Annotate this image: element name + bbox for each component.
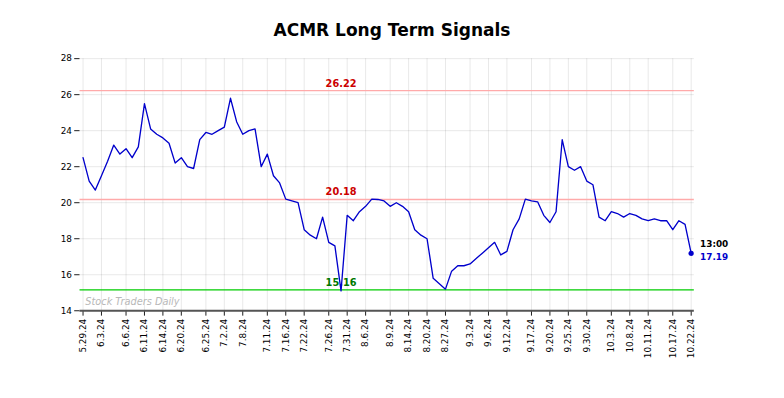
svg-text:Stock Traders Daily: Stock Traders Daily [85,296,180,307]
svg-text:9.6.24: 9.6.24 [483,318,493,347]
svg-text:6.14.24: 6.14.24 [158,318,168,352]
svg-text:7.22.24: 7.22.24 [299,318,309,352]
svg-text:22: 22 [61,162,72,172]
svg-text:10.17.24: 10.17.24 [668,318,678,358]
svg-text:28: 28 [61,53,73,63]
svg-text:9.3.24: 9.3.24 [465,318,475,347]
svg-text:6.25.24: 6.25.24 [201,318,211,352]
svg-text:8.14.24: 8.14.24 [403,318,413,352]
svg-text:8.9.24: 8.9.24 [385,318,395,347]
svg-text:20.18: 20.18 [326,186,357,197]
svg-text:7.16.24: 7.16.24 [281,318,291,352]
svg-text:6.3.24: 6.3.24 [96,318,106,347]
svg-text:18: 18 [61,234,73,244]
svg-text:7.8.24: 7.8.24 [238,318,248,347]
svg-text:10.22.24: 10.22.24 [686,318,696,358]
svg-text:7.31.24: 7.31.24 [342,318,352,352]
svg-text:9.30.24: 9.30.24 [582,318,592,352]
svg-text:6.11.24: 6.11.24 [139,318,149,352]
svg-text:7.26.24: 7.26.24 [324,318,334,352]
svg-text:26: 26 [61,90,73,100]
svg-text:6.20.24: 6.20.24 [176,318,186,352]
svg-text:17.19: 17.19 [700,252,728,262]
svg-text:13:00: 13:00 [700,239,728,249]
svg-text:16: 16 [61,270,73,280]
svg-text:9.12.24: 9.12.24 [502,318,512,352]
svg-text:7.2.24: 7.2.24 [219,318,229,347]
svg-text:8.27.24: 8.27.24 [440,318,450,352]
svg-text:10.8.24: 10.8.24 [625,318,635,352]
svg-text:9.25.24: 9.25.24 [563,318,573,352]
svg-text:26.22: 26.22 [326,78,357,89]
svg-text:5.29.24: 5.29.24 [78,318,88,352]
svg-text:8.20.24: 8.20.24 [422,318,432,352]
svg-text:8.6.24: 8.6.24 [360,318,370,347]
svg-text:10.11.24: 10.11.24 [643,318,653,358]
svg-text:15.16: 15.16 [325,276,357,288]
svg-text:7.11.24: 7.11.24 [262,318,272,352]
svg-text:20: 20 [61,198,73,208]
svg-text:9.17.24: 9.17.24 [526,318,536,352]
svg-text:6.6.24: 6.6.24 [121,318,131,347]
svg-text:14: 14 [61,306,73,316]
html-text:ACMR Long Term Signals: ACMR Long Term Signals [273,20,511,40]
svg-text:9.20.24: 9.20.24 [545,318,555,352]
svg-text:24: 24 [61,126,73,136]
svg-text:10.3.24: 10.3.24 [606,318,616,352]
